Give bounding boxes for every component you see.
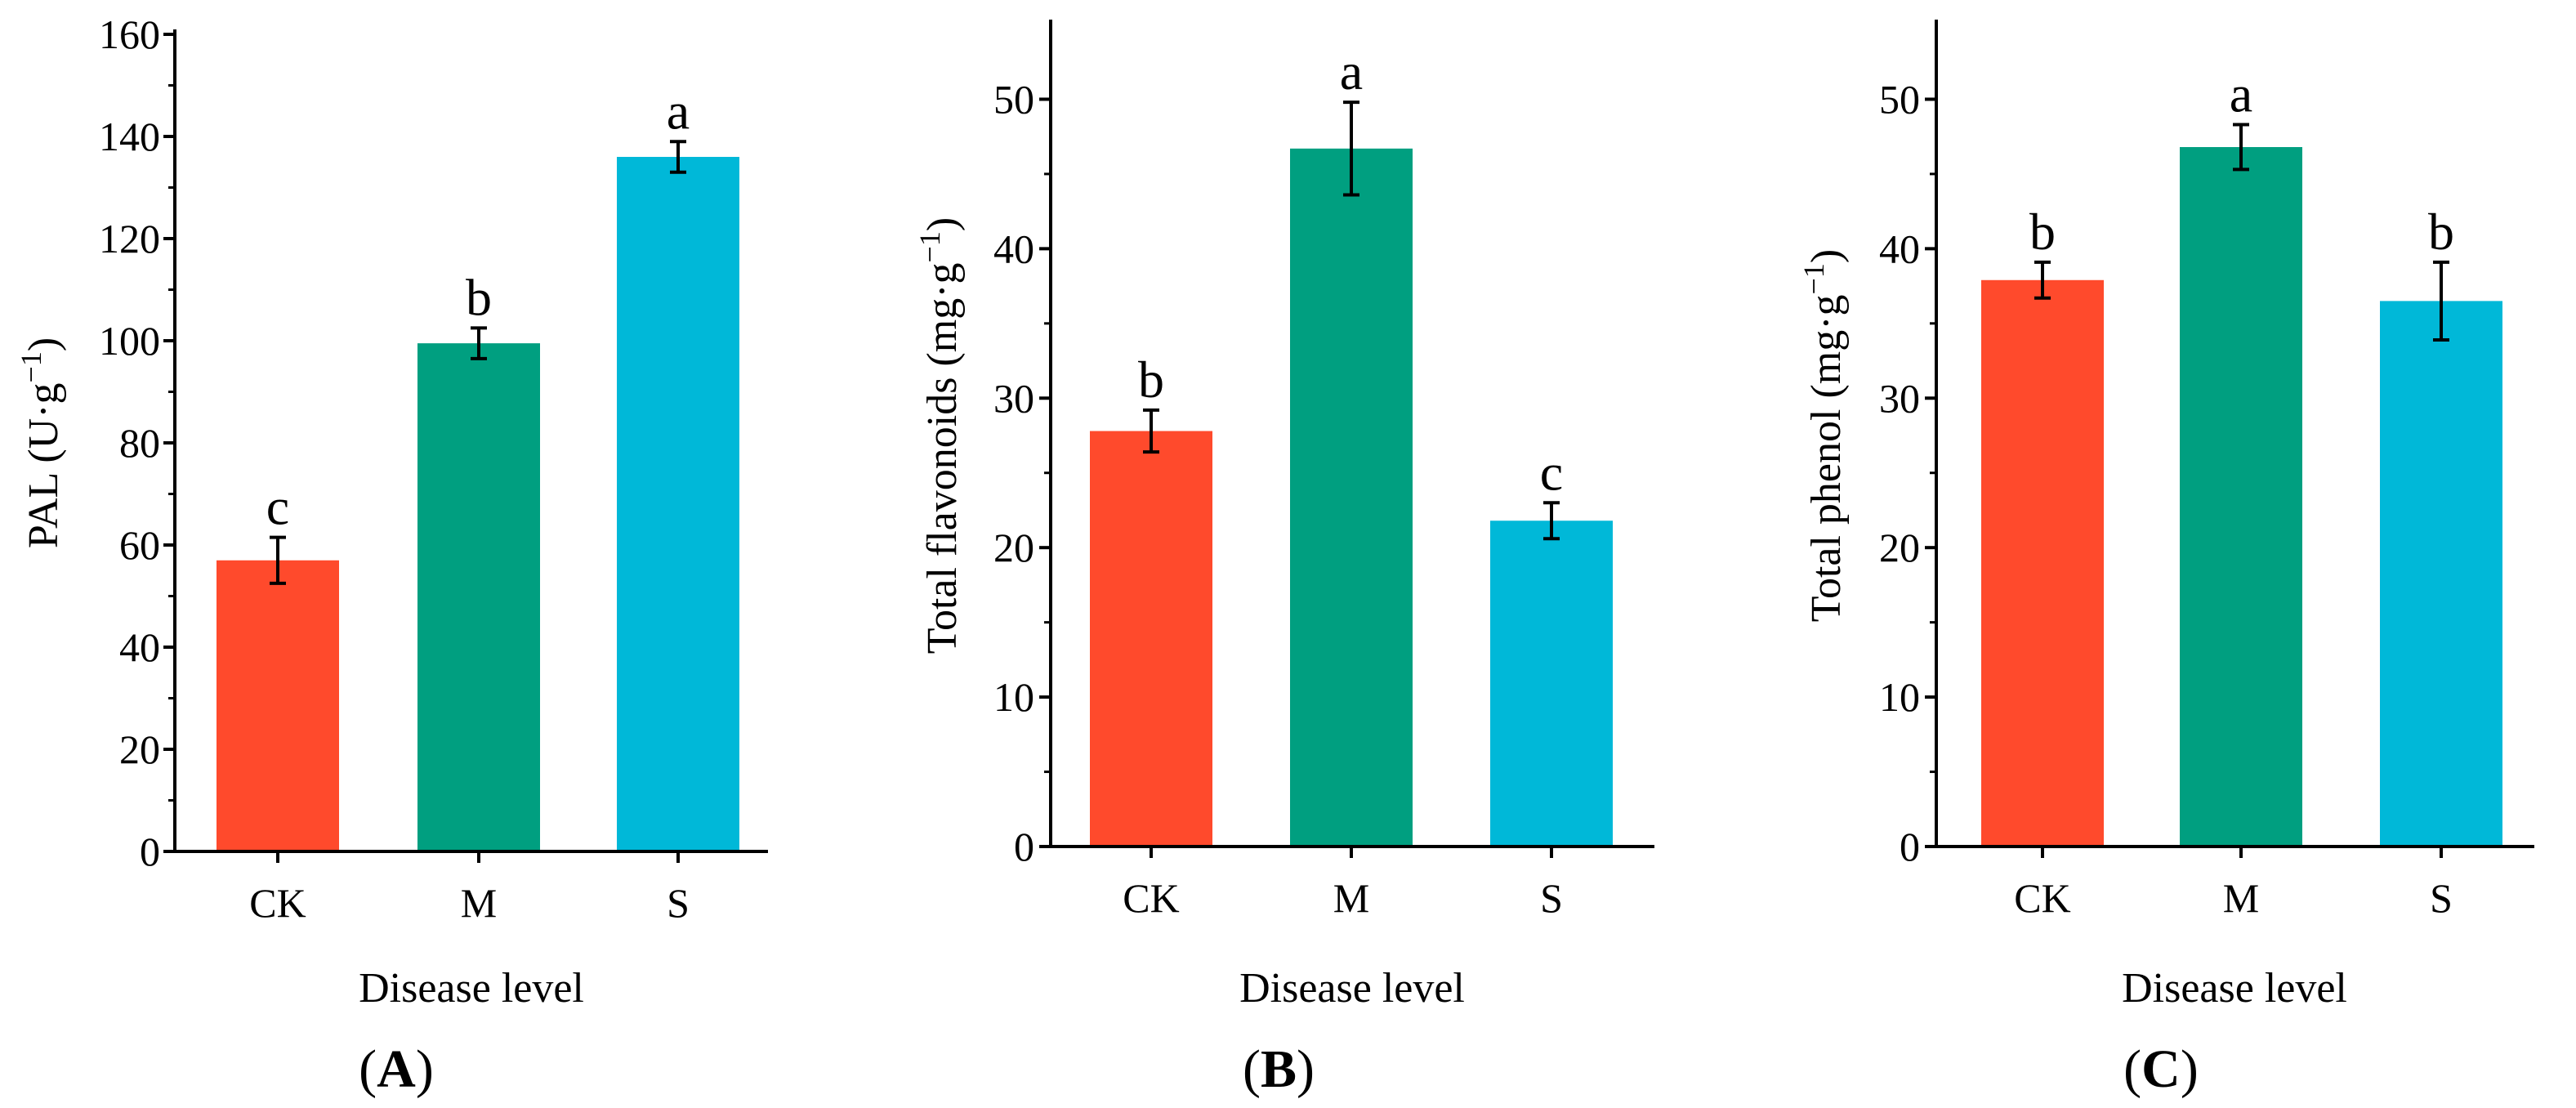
y-tick-label: 0 <box>1900 824 1920 869</box>
chart-panel-c: b a b 0 10 20 30 40 50 CK M S Disease level Total phe… <box>1797 20 2534 1099</box>
significance-label-ck: c <box>266 478 289 536</box>
y-tick-label: 10 <box>1879 674 1920 720</box>
y-tick-label: 20 <box>119 726 160 772</box>
significance-label-m: a <box>1340 42 1363 101</box>
error-bar-ck <box>270 535 286 585</box>
x-tick-label-ck: CK <box>1123 875 1179 921</box>
bar-m <box>2180 146 2302 847</box>
error-bar-s <box>2433 260 2449 342</box>
y-tick-label: 120 <box>99 216 160 261</box>
bar-m <box>1290 148 1413 847</box>
error-bar-ck <box>2034 260 2051 300</box>
y-tick-label: 30 <box>1879 375 1920 421</box>
chart-panel-a: c b a 0 20 40 60 80 100 120 140 160 CK M S Disease leve… <box>15 11 768 1099</box>
significance-label-ck: b <box>1138 351 1164 409</box>
x-axis-title: Disease level <box>359 965 584 1012</box>
y-tick-label: 80 <box>119 420 160 466</box>
y-tick-label: 40 <box>119 624 160 670</box>
significance-label-m: b <box>466 268 492 326</box>
bar-s <box>1490 520 1613 847</box>
x-tick-label-m: M <box>2223 875 2259 921</box>
panel-label: (A) <box>359 1039 434 1099</box>
y-tick-label: 20 <box>993 525 1034 570</box>
bar-ck <box>217 560 339 851</box>
error-bar-s <box>670 140 686 174</box>
error-bar-m <box>2233 123 2249 172</box>
bar-m <box>417 343 540 851</box>
bar-s <box>617 157 739 851</box>
y-axis-title: Total flavonoids (mg·g−1) <box>913 217 966 654</box>
x-tick-label-s: S <box>667 880 690 926</box>
significance-label-s: a <box>667 82 690 140</box>
y-tick-label: 0 <box>140 829 160 874</box>
significance-label-ck: b <box>2029 203 2056 261</box>
error-bar-m <box>471 326 487 360</box>
y-axis-title: PAL (U·g−1) <box>15 337 67 548</box>
y-tick-label: 20 <box>1879 525 1920 570</box>
x-tick-label-ck: CK <box>249 880 306 926</box>
significance-label-s: c <box>1540 443 1563 501</box>
x-tick-label-s: S <box>2430 875 2453 921</box>
x-axis-title: Disease level <box>1239 965 1465 1012</box>
y-tick-label: 0 <box>1014 824 1034 869</box>
significance-label-s: b <box>2428 203 2454 261</box>
error-bar-s <box>1543 501 1560 541</box>
y-tick-label: 160 <box>99 11 160 57</box>
y-tick-label: 40 <box>1879 226 1920 271</box>
error-bar-ck <box>1143 408 1159 454</box>
y-tick-label: 50 <box>993 76 1034 122</box>
bar-ck <box>1090 431 1212 847</box>
x-tick-label-ck: CK <box>2014 875 2070 921</box>
y-tick-label: 40 <box>993 226 1034 271</box>
y-tick-label: 50 <box>1879 76 1920 122</box>
bar-ck <box>1981 279 2104 847</box>
x-tick-label-s: S <box>1540 875 1563 921</box>
y-tick-label: 30 <box>993 375 1034 421</box>
panel-label: (C) <box>2123 1039 2199 1099</box>
y-tick-label: 100 <box>99 318 160 364</box>
error-bar-m <box>1343 101 1359 197</box>
panel-label: (B) <box>1243 1039 1315 1099</box>
y-tick-label: 140 <box>99 114 160 159</box>
x-tick-label-m: M <box>1333 875 1369 921</box>
y-axis-title: Total phenol (mg·g−1) <box>1797 249 1850 622</box>
chart-panel-b: b a c 0 10 20 30 40 50 CK M S Disease level Total fla… <box>913 20 1654 1099</box>
y-tick-label: 60 <box>119 522 160 568</box>
x-tick-label-m: M <box>461 880 497 926</box>
x-axis-title: Disease level <box>2122 965 2347 1012</box>
bar-s <box>2380 301 2502 847</box>
y-tick-label: 10 <box>993 674 1034 720</box>
significance-label-m: a <box>2230 65 2252 123</box>
